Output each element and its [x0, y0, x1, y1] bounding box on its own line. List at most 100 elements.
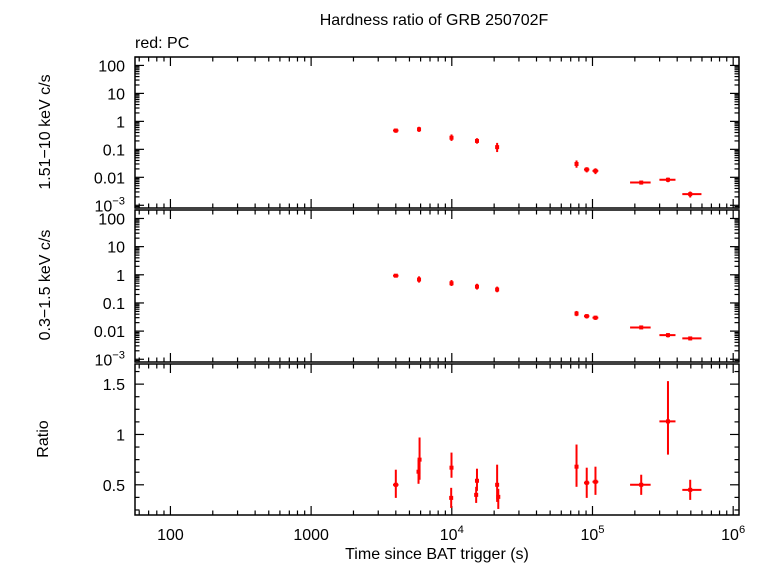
point-marker — [574, 161, 579, 166]
point-marker — [449, 495, 454, 500]
point-marker — [496, 494, 501, 499]
point-marker — [574, 464, 579, 469]
point-marker — [393, 273, 398, 278]
y-tick-label: 10 — [107, 240, 125, 257]
point-marker — [416, 469, 421, 474]
point-marker — [639, 180, 644, 185]
data-point — [393, 273, 399, 278]
data-point — [574, 444, 579, 487]
point-marker — [584, 480, 589, 485]
data-point — [449, 280, 454, 286]
point-marker — [393, 482, 398, 487]
data-point — [592, 315, 599, 320]
data-point — [659, 177, 676, 183]
data-point — [417, 437, 422, 480]
axes-frame — [134, 209, 740, 363]
data-point — [417, 126, 422, 132]
data-point — [393, 469, 399, 498]
data-point — [592, 168, 599, 175]
x-tick-label: 105 — [580, 524, 604, 544]
axes-frame — [134, 56, 740, 209]
axes-frame — [134, 363, 740, 516]
point-marker — [417, 457, 422, 462]
point-marker — [495, 145, 500, 150]
point-marker — [593, 479, 598, 484]
y-tick-label: 0.5 — [103, 478, 125, 495]
x-tick-label: 1000 — [293, 527, 329, 544]
y-tick-label: 10 — [107, 86, 125, 103]
data-point — [417, 276, 422, 283]
point-marker — [474, 284, 479, 289]
point-marker — [688, 192, 693, 197]
y-axis-label: 0.3−1.5 keV c/s — [37, 230, 54, 341]
data-point — [630, 180, 651, 185]
point-marker — [393, 128, 398, 133]
chart-title: Hardness ratio of GRB 250702F — [320, 12, 549, 29]
data-point — [574, 160, 579, 168]
data-point — [583, 314, 590, 319]
point-marker — [639, 482, 644, 487]
data-point — [574, 310, 579, 317]
y-axis-label: Ratio — [35, 420, 52, 457]
point-marker — [474, 492, 479, 497]
point-marker — [474, 478, 479, 483]
data-point — [592, 466, 599, 495]
point-marker — [593, 168, 598, 173]
y-tick-label: 100 — [98, 58, 125, 75]
point-marker — [665, 177, 670, 182]
data-point — [449, 452, 454, 478]
point-marker — [688, 336, 693, 341]
data-point — [474, 486, 479, 503]
data-point — [659, 333, 676, 338]
data-point — [583, 467, 590, 498]
data-point — [682, 336, 702, 341]
point-marker — [688, 487, 693, 492]
data-point — [393, 128, 399, 133]
y-tick-label: 0.1 — [103, 142, 125, 159]
point-marker — [417, 277, 422, 282]
point-marker — [417, 127, 422, 132]
data-point — [630, 325, 651, 330]
x-axis-label: Time since BAT trigger (s) — [345, 546, 529, 563]
chart-subtitle: red: PC — [135, 35, 189, 52]
data-point — [474, 283, 479, 290]
point-marker — [574, 311, 579, 316]
data-point — [449, 487, 454, 508]
y-tick-label: 10−3 — [94, 349, 125, 369]
y-tick-label: 10−3 — [94, 195, 125, 215]
data-point — [474, 138, 479, 144]
panel-soft: 100 10 1 0.1 0.01 10−3 0.3−1.5 keV c/s — [37, 209, 740, 369]
point-marker — [665, 333, 670, 338]
point-marker — [474, 138, 479, 143]
data-point — [449, 134, 454, 141]
data-point — [659, 381, 676, 455]
data-point — [495, 142, 500, 153]
y-tick-label: 0.01 — [94, 170, 125, 187]
x-tick-label: 100 — [157, 527, 184, 544]
point-marker — [495, 482, 500, 487]
y-tick-label: 0.01 — [94, 324, 125, 341]
y-tick-label: 1 — [116, 427, 125, 444]
point-marker — [449, 465, 454, 470]
point-marker — [584, 314, 589, 319]
y-tick-label: 0.1 — [103, 296, 125, 313]
panel-ratio: 1.5 1 0.5 100 1000 104 105 106 Ratio Time since B… — [35, 363, 745, 563]
data-point — [495, 286, 500, 293]
panel-hard: 100 10 1 0.1 0.01 10−3 1.51−10 keV c/s — [37, 56, 740, 215]
x-tick-label: 106 — [721, 524, 745, 544]
x-tick-label: 104 — [440, 524, 464, 544]
data-point — [496, 488, 501, 509]
point-marker — [495, 287, 500, 292]
y-axis-label: 1.51−10 keV c/s — [37, 74, 54, 189]
point-marker — [449, 135, 454, 140]
y-tick-label: 100 — [98, 211, 125, 228]
y-tick-label: 1.5 — [103, 377, 125, 394]
y-tick-label: 1 — [116, 114, 125, 131]
data-point — [583, 167, 590, 173]
data-point — [682, 191, 702, 198]
point-marker — [449, 281, 454, 286]
point-marker — [593, 315, 598, 320]
point-marker — [665, 419, 670, 424]
y-tick-label: 1 — [116, 268, 125, 285]
